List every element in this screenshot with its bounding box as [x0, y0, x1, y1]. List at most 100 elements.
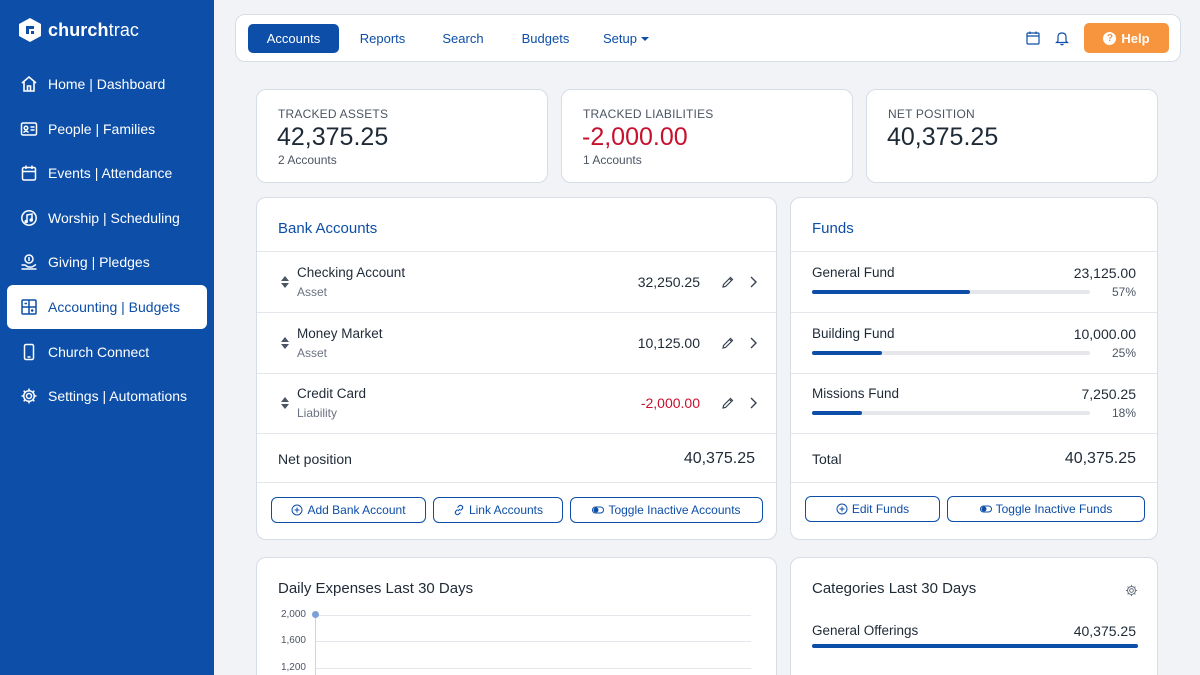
fund-progress-bar	[812, 290, 1090, 294]
gridline	[315, 615, 751, 616]
sidebar-item-label: Giving | Pledges	[48, 254, 150, 270]
bell-icon[interactable]	[1054, 30, 1070, 46]
category-progress-bar	[812, 644, 1138, 648]
fund-amount: 10,000.00	[1073, 326, 1136, 342]
fund-progress-fill	[812, 351, 882, 355]
sidebar-item-giving[interactable]: Giving | Pledges	[7, 240, 207, 284]
divider	[791, 433, 1157, 434]
fund-progress-fill	[812, 411, 863, 415]
divider	[257, 251, 776, 252]
tab-setup[interactable]: Setup	[594, 24, 658, 53]
sidebar-item-church-connect[interactable]: Church Connect	[7, 330, 207, 374]
fund-name: General Fund	[812, 265, 895, 280]
chevron-right-icon[interactable]	[748, 336, 758, 350]
logo-hexagon-icon	[19, 18, 41, 42]
funds-total-value: 40,375.25	[1064, 450, 1136, 467]
calendar-icon	[20, 164, 38, 182]
home-icon	[20, 75, 38, 93]
divider	[791, 482, 1157, 483]
toggle-inactive-funds-button[interactable]: Toggle Inactive Funds	[947, 496, 1145, 522]
calendar-icon[interactable]	[1025, 30, 1041, 46]
y-axis-line	[315, 615, 316, 675]
edit-funds-button[interactable]: Edit Funds	[805, 496, 940, 522]
divider	[257, 433, 776, 434]
card-title: Funds	[812, 220, 854, 237]
funds-card: Funds General Fund 23,125.00 57% Buildin…	[790, 197, 1158, 540]
category-name: General Offerings	[812, 623, 919, 638]
sidebar-item-label: Church Connect	[48, 344, 150, 360]
button-label: Edit Funds	[851, 502, 910, 516]
grid-icon	[20, 298, 38, 316]
logo-text: churchtrac	[48, 19, 140, 40]
churchtrac-logo[interactable]: churchtrac	[17, 17, 139, 43]
link-accounts-button[interactable]: Link Accounts	[433, 497, 563, 523]
tab-search[interactable]: Search	[442, 31, 484, 46]
toggle-inactive-accounts-button[interactable]: Toggle Inactive Accounts	[570, 497, 763, 523]
toggle-icon	[979, 505, 992, 513]
edit-pencil-icon[interactable]	[721, 336, 735, 350]
help-label: Help	[1121, 30, 1150, 46]
sort-handle-icon[interactable]	[280, 336, 290, 350]
music-icon	[20, 209, 38, 227]
fund-progress-bar	[812, 411, 1090, 415]
sidebar-item-accounting[interactable]: Accounting | Budgets	[7, 285, 207, 329]
tab-reports[interactable]: Reports	[359, 31, 406, 46]
account-name: Credit Card	[297, 386, 367, 401]
sidebar-item-label: People | Families	[48, 121, 156, 137]
y-tick-label: 1,600	[280, 635, 306, 646]
sidebar-item-home[interactable]: Home | Dashboard	[7, 62, 207, 106]
net-position-label: Net position	[278, 451, 352, 467]
divider	[257, 312, 776, 313]
account-type: Asset	[297, 285, 328, 299]
tab-budgets[interactable]: Budgets	[521, 31, 570, 46]
stat-label: TRACKED ASSETS	[278, 107, 389, 121]
tracked-assets-card: TRACKED ASSETS 42,375.25 2 Accounts	[256, 89, 548, 183]
sidebar-item-label: Events | Attendance	[48, 165, 173, 181]
sort-handle-icon[interactable]	[280, 275, 290, 289]
chart-data-point[interactable]	[312, 611, 319, 618]
gear-icon	[20, 387, 38, 405]
add-bank-account-button[interactable]: Add Bank Account	[271, 497, 426, 523]
edit-pencil-icon[interactable]	[721, 275, 735, 289]
sort-handle-icon[interactable]	[280, 396, 290, 410]
divider	[791, 251, 1157, 252]
gridline	[315, 641, 751, 642]
sidebar-item-worship[interactable]: Worship | Scheduling	[7, 196, 207, 240]
funds-total-label: Total	[812, 451, 842, 467]
question-icon: ?	[1103, 31, 1117, 45]
id-card-icon	[20, 120, 38, 138]
divider	[257, 482, 776, 483]
sidebar-item-label: Accounting | Budgets	[48, 299, 181, 315]
sidebar-item-settings[interactable]: Settings | Automations	[7, 374, 207, 418]
plus-circle-icon	[836, 503, 848, 515]
chevron-right-icon[interactable]	[748, 396, 758, 410]
chevron-right-icon[interactable]	[748, 275, 758, 289]
fund-amount: 23,125.00	[1073, 265, 1136, 281]
account-amount: 10,125.00	[637, 335, 700, 351]
sidebar-item-label: Worship | Scheduling	[48, 210, 180, 226]
stat-value: 40,375.25	[887, 123, 999, 151]
fund-progress-fill	[812, 290, 971, 294]
plus-circle-icon	[291, 504, 303, 516]
button-label: Add Bank Account	[307, 503, 406, 517]
sidebar-item-label: Settings | Automations	[48, 388, 188, 404]
edit-pencil-icon[interactable]	[721, 396, 735, 410]
stat-value: -2,000.00	[582, 123, 688, 151]
account-type: Liability	[297, 406, 338, 420]
gear-icon[interactable]	[1125, 584, 1138, 597]
link-icon	[454, 504, 464, 516]
fund-percent: 18%	[1111, 406, 1136, 420]
divider	[791, 312, 1157, 313]
fund-amount: 7,250.25	[1081, 386, 1137, 402]
sidebar-item-events[interactable]: Events | Attendance	[7, 151, 207, 195]
fund-progress-bar	[812, 351, 1090, 355]
tab-accounts[interactable]: Accounts	[248, 24, 339, 53]
stat-sub: 2 Accounts	[278, 153, 337, 167]
daily-expenses-card: Daily Expenses Last 30 Days 2,000 1,600 …	[256, 557, 777, 675]
fund-percent: 57%	[1111, 285, 1136, 299]
help-button[interactable]: ? Help	[1084, 23, 1169, 53]
stat-label: TRACKED LIABILITIES	[583, 107, 714, 121]
giving-icon	[20, 253, 38, 271]
sidebar-item-people[interactable]: People | Families	[7, 107, 207, 151]
category-progress-fill	[812, 644, 1138, 648]
